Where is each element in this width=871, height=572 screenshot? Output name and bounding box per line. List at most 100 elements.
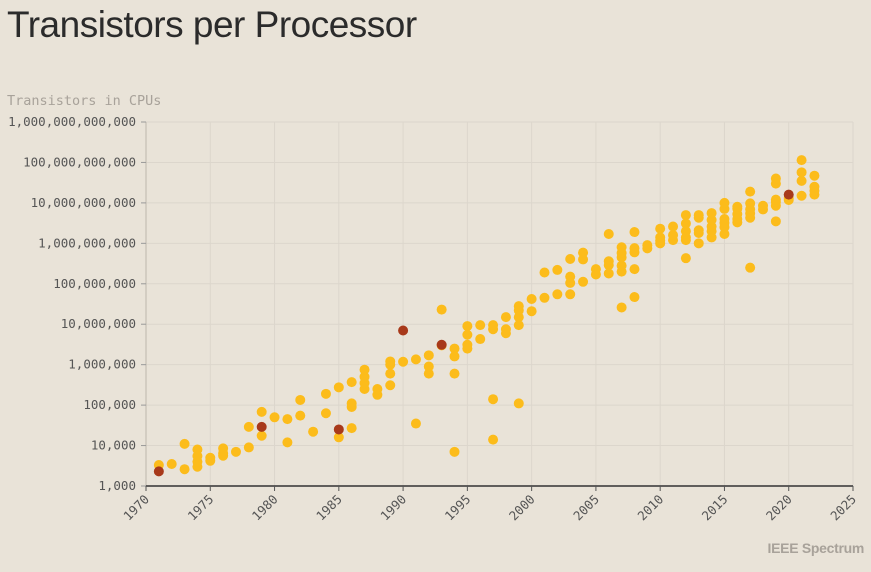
data-point — [449, 446, 460, 457]
data-point — [629, 264, 640, 275]
data-point — [642, 240, 653, 251]
data-point — [475, 320, 486, 331]
x-tick-label: 1980 — [249, 492, 281, 524]
data-point — [796, 190, 807, 201]
data-point — [796, 167, 807, 178]
data-point — [488, 434, 499, 445]
data-point — [436, 304, 447, 315]
data-point — [603, 256, 614, 267]
data-point — [693, 238, 704, 249]
data-point — [629, 243, 640, 254]
x-tick-label: 2000 — [506, 492, 538, 524]
data-point — [333, 382, 344, 393]
data-point — [179, 438, 190, 449]
data-point — [565, 271, 576, 282]
data-point — [758, 200, 769, 211]
y-axis-label: Transistors in CPUs — [7, 93, 161, 109]
data-point — [398, 356, 409, 367]
y-tick-label: 1,000,000,000,000 — [8, 114, 136, 129]
data-point — [166, 458, 177, 469]
grid-lines — [146, 121, 854, 486]
data-point — [680, 226, 691, 237]
y-tick-label: 1,000,000,000 — [38, 235, 136, 250]
highlighted-data-point — [153, 466, 164, 477]
data-point — [192, 444, 203, 455]
data-point — [372, 384, 383, 395]
data-point — [552, 264, 563, 275]
data-point — [410, 418, 421, 429]
data-point — [410, 354, 421, 365]
data-point — [243, 421, 254, 432]
y-tick-label: 100,000,000,000 — [23, 154, 136, 169]
data-point — [745, 186, 756, 197]
x-tick-label: 2025 — [827, 492, 859, 524]
data-point — [449, 368, 460, 379]
x-tick-label: 1995 — [442, 492, 474, 524]
y-tick-label: 10,000,000,000 — [31, 195, 136, 210]
y-tick-label: 10,000 — [91, 438, 136, 453]
data-point — [269, 412, 280, 423]
data-point — [385, 380, 396, 391]
data-point — [488, 394, 499, 405]
data-point — [616, 242, 627, 253]
data-point — [449, 351, 460, 362]
highlighted-data-point — [256, 421, 267, 432]
data-point — [539, 292, 550, 303]
data-point — [359, 364, 370, 375]
data-point — [745, 198, 756, 209]
data-point — [655, 223, 666, 234]
data-point — [565, 253, 576, 264]
x-tick-label: 1990 — [377, 492, 409, 524]
highlighted-data-point — [783, 189, 794, 200]
x-tick-label: 2015 — [699, 492, 731, 524]
data-point — [423, 368, 434, 379]
highlighted-data-point — [436, 339, 447, 350]
data-point — [359, 371, 370, 382]
x-tick-label: 2005 — [570, 492, 602, 524]
data-point — [680, 218, 691, 229]
data-point — [603, 268, 614, 279]
axes — [145, 122, 853, 487]
data-point — [809, 181, 820, 192]
data-point — [539, 267, 550, 278]
data-point — [565, 289, 576, 300]
data-point — [578, 276, 589, 287]
data-point — [449, 343, 460, 354]
data-point — [616, 302, 627, 313]
x-tick-label: 1975 — [184, 492, 216, 524]
y-tick-label: 1,000 — [98, 478, 136, 493]
data-point — [526, 294, 537, 305]
data-point — [693, 210, 704, 221]
data-point — [320, 408, 331, 419]
data-point — [796, 175, 807, 186]
data-point — [732, 201, 743, 212]
data-point — [629, 292, 640, 303]
data-point — [578, 247, 589, 258]
data-point — [475, 334, 486, 345]
data-point — [616, 260, 627, 271]
data-point — [295, 410, 306, 421]
data-point — [655, 232, 666, 243]
data-points — [153, 155, 820, 477]
y-tick-label: 1,000,000 — [68, 357, 136, 372]
data-point — [282, 414, 293, 425]
data-point — [796, 155, 807, 166]
data-point — [680, 253, 691, 264]
data-point — [513, 320, 524, 331]
y-tick-label: 100,000,000 — [53, 276, 136, 291]
x-ticks: 1970 1975 1980 1985 1990 1995 2000 2005 2010 2015… — [120, 486, 859, 523]
data-point — [308, 426, 319, 437]
highlighted-data-point — [398, 325, 409, 336]
data-point — [488, 320, 499, 331]
data-point — [295, 394, 306, 405]
data-point — [179, 464, 190, 475]
x-tick-label: 2020 — [763, 492, 795, 524]
data-point — [668, 221, 679, 232]
data-point — [526, 306, 537, 317]
x-tick-label: 2010 — [634, 492, 666, 524]
data-point — [668, 230, 679, 241]
data-point — [462, 321, 473, 332]
data-point — [243, 442, 254, 453]
data-point — [513, 398, 524, 409]
